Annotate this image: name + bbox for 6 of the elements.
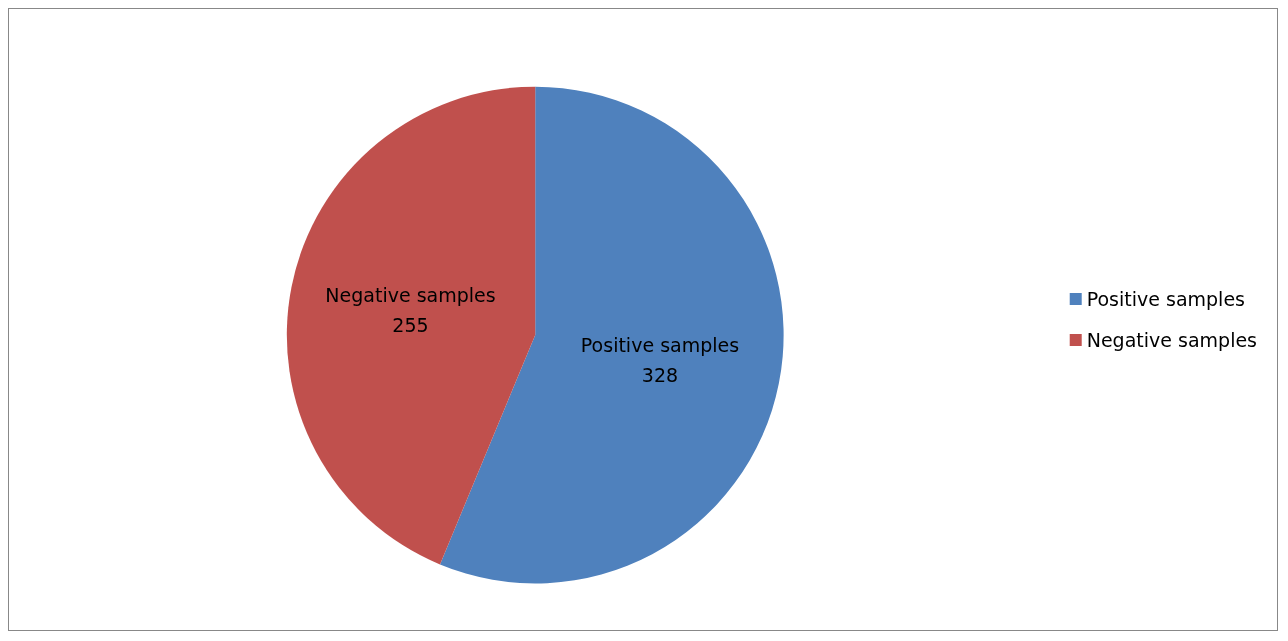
legend-label: Positive samples [1086, 288, 1245, 310]
data-label: 328 [641, 363, 679, 386]
data-label: 255 [392, 314, 429, 337]
slice-label: Positive samples [580, 333, 740, 356]
legend-label: Negative samples [1086, 329, 1258, 351]
slice-label: Negative samples [325, 284, 496, 307]
